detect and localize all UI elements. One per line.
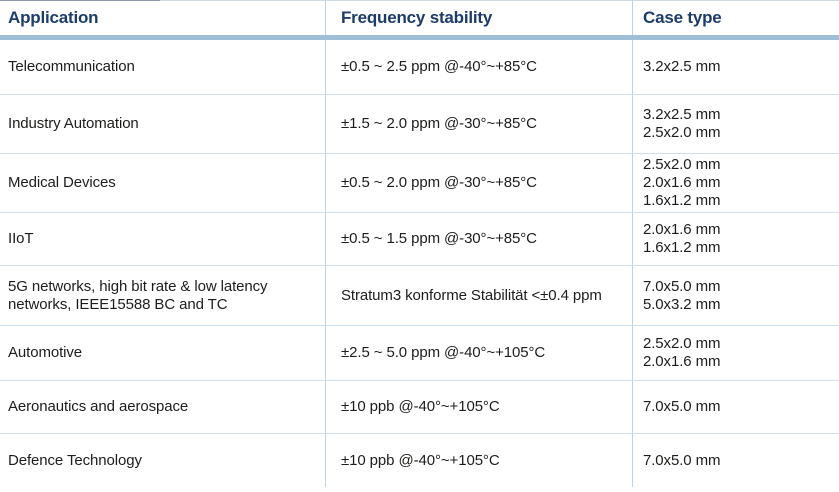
frequency-stability-cell: ±10 ppb @-40°~+105°C bbox=[325, 381, 632, 433]
application-cell: 5G networks, high bit rate & low latency… bbox=[8, 277, 268, 313]
case-type-cell: 7.0x5.0 mm bbox=[632, 381, 839, 433]
table-row: IIoT ±0.5 ~ 1.5 ppm @-30°~+85°C 2.0x1.6 mm… bbox=[0, 213, 839, 266]
case-type-cell: 7.0x5.0 mm 5.0x3.2 mm bbox=[632, 266, 839, 325]
case-type-value: 7.0x5.0 mm bbox=[643, 277, 721, 295]
case-type-value: 1.6x1.2 mm bbox=[643, 239, 721, 256]
case-type-cell: 2.5x2.0 mm 2.0x1.6 mm bbox=[632, 326, 839, 380]
frequency-stability-cell: ±1.5 ~ 2.0 ppm @-30°~+85°C bbox=[325, 95, 632, 153]
application-cell: Automotive bbox=[8, 344, 83, 361]
case-type-value: 2.5x2.0 mm bbox=[643, 124, 721, 141]
frequency-stability-cell: ±0.5 ~ 2.5 ppm @-40°~+85°C bbox=[325, 40, 632, 94]
column-header-frequency-stability: Frequency stability bbox=[325, 0, 632, 35]
case-type-value: 2.0x1.6 mm bbox=[643, 353, 721, 370]
column-header-case-type: Case type bbox=[632, 0, 839, 35]
application-cell: Medical Devices bbox=[8, 174, 116, 191]
case-type-cell: 3.2x2.5 mm bbox=[632, 40, 839, 94]
application-cell: Aeronautics and aerospace bbox=[8, 398, 189, 415]
top-divider bbox=[0, 0, 839, 1]
frequency-stability-cell: ±2.5 ~ 5.0 ppm @-40°~+105°C bbox=[325, 326, 632, 380]
case-type-value: 1.6x1.2 mm bbox=[643, 192, 721, 209]
frequency-stability-cell: ±0.5 ~ 1.5 ppm @-30°~+85°C bbox=[325, 213, 632, 265]
table-row: Automotive ±2.5 ~ 5.0 ppm @-40°~+105°C 2.5… bbox=[0, 326, 839, 381]
case-type-value: 2.5x2.0 mm bbox=[643, 335, 721, 352]
case-type-value: 2.5x2.0 mm bbox=[643, 156, 721, 173]
case-type-cell: 3.2x2.5 mm 2.5x2.0 mm bbox=[632, 95, 839, 153]
column-header-application: Application bbox=[8, 7, 99, 27]
table-row: Telecommunication ±0.5 ~ 2.5 ppm @-40°~+8… bbox=[0, 40, 839, 95]
table-row: 5G networks, high bit rate & low latency… bbox=[0, 266, 839, 326]
table-row: Industry Automation ±1.5 ~ 2.0 ppm @-30°~… bbox=[0, 95, 839, 154]
frequency-stability-cell: ±10 ppb @-40°~+105°C bbox=[325, 434, 632, 487]
table-header: Application Frequency stability Case typ… bbox=[0, 0, 839, 40]
case-type-value: 5.0x3.2 mm bbox=[643, 295, 721, 313]
application-cell: Defence Technology bbox=[8, 451, 142, 469]
case-type-value: 2.0x1.6 mm bbox=[643, 221, 721, 238]
table-row: Defence Technology ±10 ppb @-40°~+105°C 7.… bbox=[0, 434, 839, 487]
top-divider-dark-segment bbox=[0, 0, 160, 1]
frequency-stability-cell: ±0.5 ~ 2.0 ppm @-30°~+85°C bbox=[325, 154, 632, 212]
case-type-value: 3.2x2.5 mm bbox=[643, 58, 721, 75]
frequency-stability-cell: Stratum3 konforme Stabilität <±0.4 ppm bbox=[325, 266, 632, 325]
table-row: Medical Devices ±0.5 ~ 2.0 ppm @-30°~+85°… bbox=[0, 154, 839, 213]
application-cell: Telecommunication bbox=[8, 58, 135, 75]
application-cell: Industry Automation bbox=[8, 115, 139, 132]
case-type-value: 2.0x1.6 mm bbox=[643, 174, 721, 191]
case-type-value: 7.0x5.0 mm bbox=[643, 398, 721, 415]
case-type-value: 7.0x5.0 mm bbox=[643, 451, 721, 469]
case-type-cell: 7.0x5.0 mm bbox=[632, 434, 839, 487]
application-cell: IIoT bbox=[8, 230, 34, 247]
case-type-value: 3.2x2.5 mm bbox=[643, 106, 721, 123]
table-body: Telecommunication ±0.5 ~ 2.5 ppm @-40°~+8… bbox=[0, 40, 839, 487]
table-row: Aeronautics and aerospace ±10 ppb @-40°~+… bbox=[0, 381, 839, 434]
case-type-cell: 2.0x1.6 mm 1.6x1.2 mm bbox=[632, 213, 839, 265]
case-type-cell: 2.5x2.0 mm 2.0x1.6 mm 1.6x1.2 mm bbox=[632, 154, 839, 212]
